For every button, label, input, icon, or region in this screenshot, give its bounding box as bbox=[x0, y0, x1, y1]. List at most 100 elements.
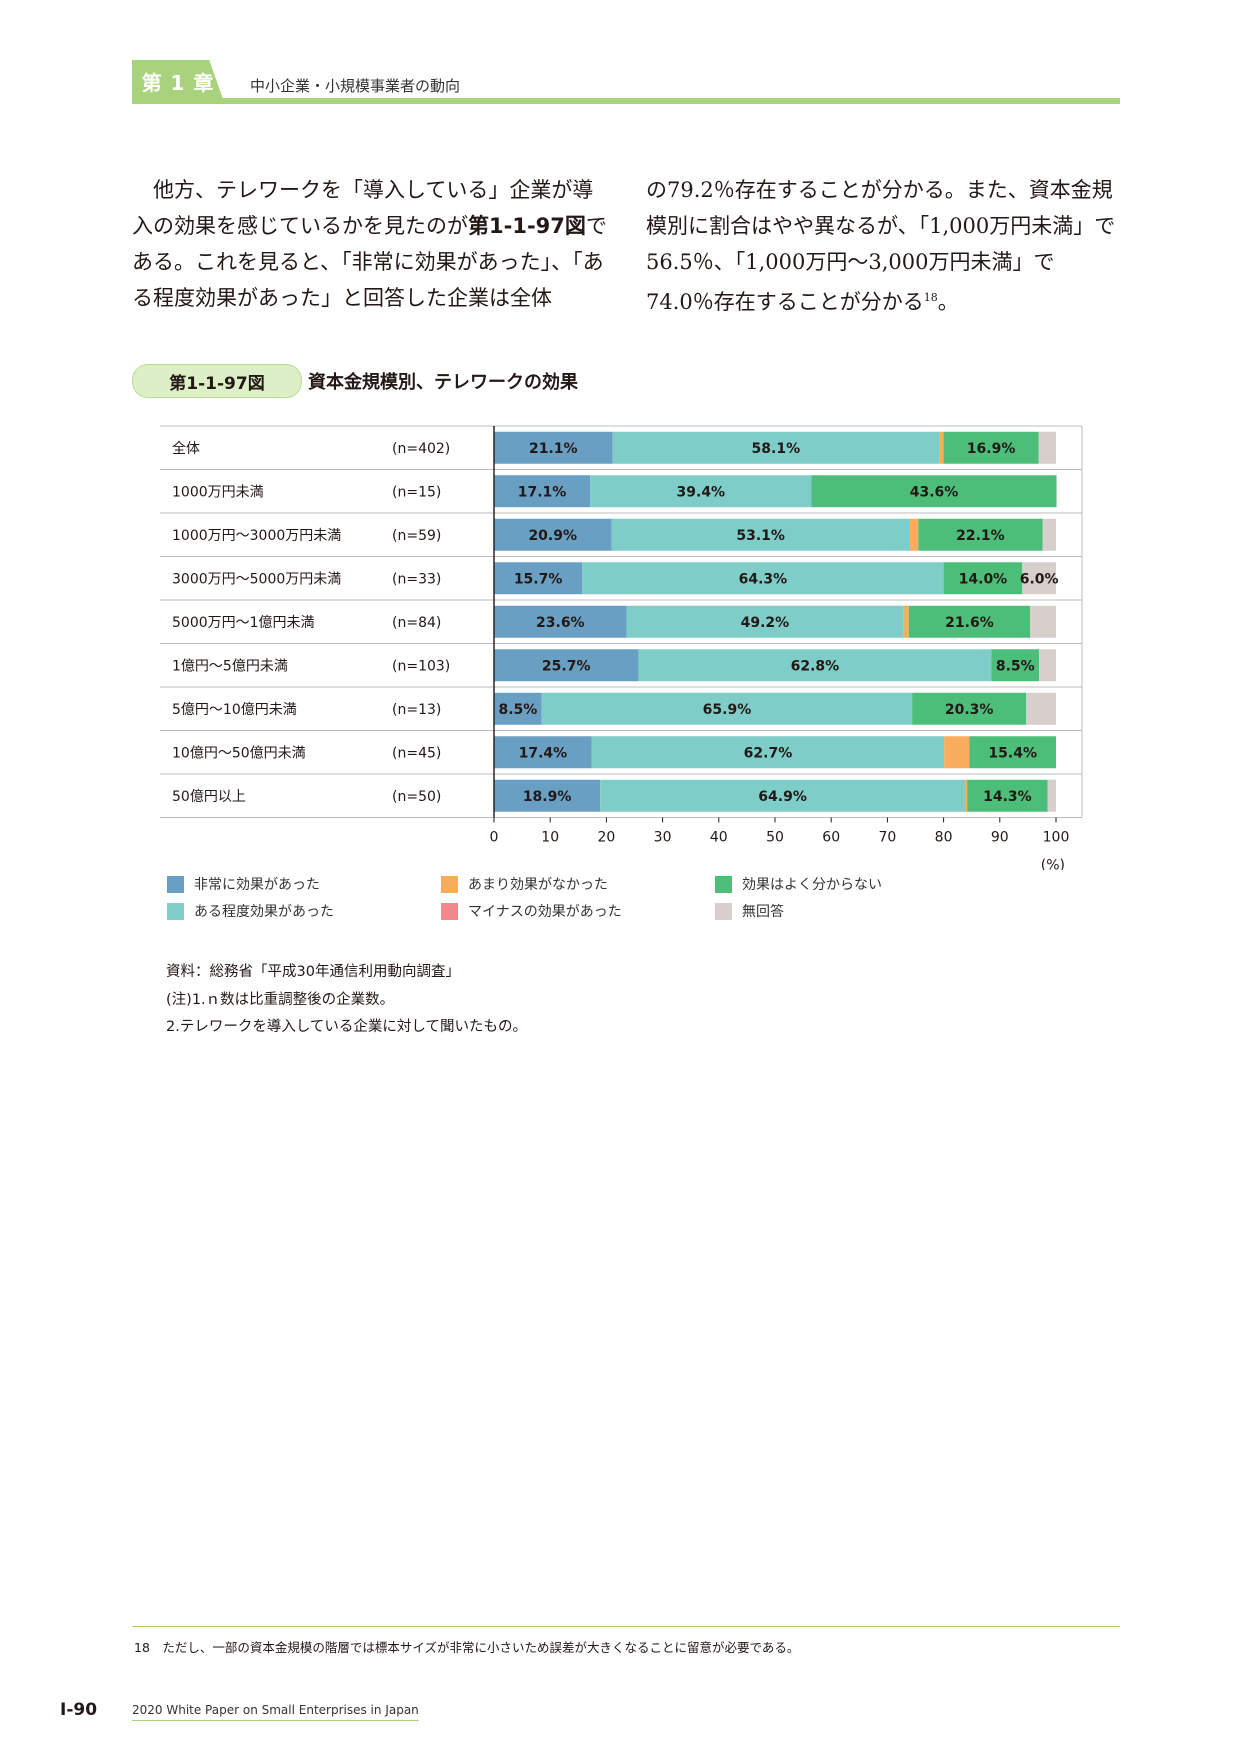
chart-svg: 全体 (n=402) 21.1% 58.1% 16.9% 1000万円未満 (n=15) 17… bbox=[160, 425, 1083, 874]
chapter-tab: 第 1 章 bbox=[132, 60, 224, 102]
bar-segment bbox=[494, 562, 583, 595]
bar-segment bbox=[811, 475, 1057, 508]
bar-segment bbox=[582, 562, 944, 595]
x-tick-label: 50 bbox=[766, 830, 784, 846]
data-label: 16.9% bbox=[967, 441, 1016, 457]
page-number: I-90 bbox=[60, 1700, 98, 1720]
category-label: 3000万円～5000万円未満 bbox=[172, 571, 341, 587]
bar-segment bbox=[967, 779, 1048, 812]
n-label: (n=103) bbox=[392, 658, 450, 674]
note-1: (注)1.ｎ数は比重調整後の企業数。 bbox=[166, 992, 395, 1008]
data-label: 23.6% bbox=[536, 615, 585, 631]
bar-segment bbox=[494, 649, 639, 682]
legend-item: 効果はよく分からない bbox=[715, 874, 882, 894]
data-label: 62.7% bbox=[744, 745, 793, 761]
publication-title: 2020 White Paper on Small Enterprises in… bbox=[132, 1703, 419, 1721]
bar-segment bbox=[494, 692, 542, 725]
body-text-left-pre: 他方、テレワークを「導入している」企業が導入の効果を感じているかを見たのが bbox=[132, 178, 594, 238]
x-tick-label: 40 bbox=[710, 830, 728, 846]
data-label: 64.9% bbox=[758, 789, 807, 805]
n-label: (n=50) bbox=[392, 789, 441, 805]
bar-segment bbox=[600, 779, 965, 812]
legend-swatch bbox=[441, 875, 458, 893]
legend-label: ある程度効果があった bbox=[194, 904, 334, 920]
note-2: 2.テレワークを導入している企業に対して聞いたもの。 bbox=[166, 1019, 527, 1035]
bar-segment bbox=[918, 518, 1043, 551]
legend-swatch bbox=[715, 902, 732, 920]
chapter-title: 中小企業・小規模事業者の動向 bbox=[250, 77, 461, 95]
data-label: 65.9% bbox=[703, 702, 752, 718]
bar-segment bbox=[1047, 779, 1056, 812]
data-label: 8.5% bbox=[498, 702, 537, 718]
x-tick-label: 80 bbox=[935, 830, 953, 846]
body-text-right-end: 。 bbox=[937, 290, 959, 314]
data-label: 15.4% bbox=[988, 745, 1037, 761]
bar-segment bbox=[626, 605, 904, 638]
x-tick-label: 30 bbox=[654, 830, 672, 846]
figure-title: 資本金規模別、テレワークの効果 bbox=[308, 372, 578, 393]
category-label: 1000万円～3000万円未満 bbox=[172, 528, 341, 544]
bar-segment bbox=[908, 605, 1031, 638]
legend-label: 無回答 bbox=[742, 904, 784, 920]
x-axis-unit: (%) bbox=[1041, 858, 1065, 871]
n-label: (n=59) bbox=[392, 528, 441, 544]
bar-segment bbox=[964, 779, 968, 812]
category-label: 全体 bbox=[172, 440, 200, 457]
category-label: 1000万円未満 bbox=[172, 484, 264, 500]
bar-segment bbox=[494, 518, 612, 551]
bar-segment bbox=[1039, 649, 1056, 682]
legend-swatch bbox=[167, 902, 184, 920]
x-tick-label: 100 bbox=[1043, 830, 1070, 846]
body-text-right-main: の79.2％存在することが分かる。また、資本金規模別に割合はやや異なるが、「1,… bbox=[646, 178, 1116, 314]
data-label: 6.0% bbox=[1020, 571, 1059, 587]
source-note: 資料：総務省「平成30年通信利用動向調査」 bbox=[166, 964, 460, 980]
bar-segment bbox=[944, 736, 970, 769]
bar-segment bbox=[1022, 562, 1056, 595]
legend-swatch bbox=[167, 875, 184, 893]
chart-legend: 非常に効果があった あまり効果がなかった 効果はよく分からないある程度効果があった マ… bbox=[167, 874, 987, 930]
data-label: 43.6% bbox=[910, 484, 959, 500]
bar-segment bbox=[494, 779, 601, 812]
legend-label: 効果はよく分からない bbox=[742, 877, 882, 893]
data-label: 15.7% bbox=[514, 571, 563, 587]
x-tick-label: 70 bbox=[878, 830, 896, 846]
data-label: 20.9% bbox=[528, 528, 577, 544]
legend-swatch bbox=[715, 875, 732, 893]
data-label: 49.2% bbox=[741, 615, 790, 631]
bar-segment bbox=[912, 692, 1027, 725]
bar-segment bbox=[943, 562, 1023, 595]
footnote: 18 ただし、一部の資本金規模の階層では標本サイズが非常に小さいため誤差が大きく… bbox=[134, 1640, 800, 1655]
data-label: 62.8% bbox=[791, 658, 840, 674]
legend-item: ある程度効果があった bbox=[167, 901, 334, 921]
category-label: 5000万円～1億円未満 bbox=[172, 615, 315, 631]
data-label: 53.1% bbox=[736, 528, 785, 544]
legend-label: 非常に効果があった bbox=[194, 877, 320, 893]
bar-segment bbox=[1042, 518, 1056, 551]
bar-segment bbox=[494, 605, 627, 638]
n-label: (n=45) bbox=[392, 745, 441, 761]
bar-segment bbox=[611, 518, 910, 551]
bar-segment bbox=[494, 475, 591, 508]
stacked-bar-chart: 全体 (n=402) 21.1% 58.1% 16.9% 1000万円未満 (n=15) 17… bbox=[160, 420, 1090, 874]
data-label: 39.4% bbox=[677, 484, 726, 500]
bar-segment bbox=[591, 736, 945, 769]
figure-reference: 第1-1-97図 bbox=[468, 214, 586, 238]
x-tick-label: 10 bbox=[541, 830, 559, 846]
bar-segment bbox=[494, 736, 592, 769]
body-text-left-post: である。これを見ると、「非常に効果があった」、「ある程度効果があった」と回答した… bbox=[132, 214, 607, 310]
bar-segment bbox=[494, 431, 613, 464]
category-label: 50億円以上 bbox=[172, 789, 246, 805]
data-label: 21.6% bbox=[945, 615, 994, 631]
footnote-rule bbox=[132, 1626, 1120, 1627]
body-text-right: の79.2％存在することが分かる。また、資本金規模別に割合はやや異なるが、「1,… bbox=[646, 172, 1122, 320]
data-label: 22.1% bbox=[956, 528, 1005, 544]
bar-segment bbox=[939, 431, 944, 464]
figure-label: 第1-1-97図 bbox=[132, 364, 302, 398]
legend-item: マイナスの効果があった bbox=[441, 901, 622, 921]
chapter-label: 第 1 章 bbox=[141, 70, 215, 95]
legend-item: あまり効果がなかった bbox=[441, 874, 608, 894]
footnote-marker: 18 bbox=[923, 291, 938, 304]
bar-segment bbox=[991, 649, 1040, 682]
bar-segment bbox=[903, 605, 909, 638]
legend-item: 無回答 bbox=[715, 901, 784, 921]
